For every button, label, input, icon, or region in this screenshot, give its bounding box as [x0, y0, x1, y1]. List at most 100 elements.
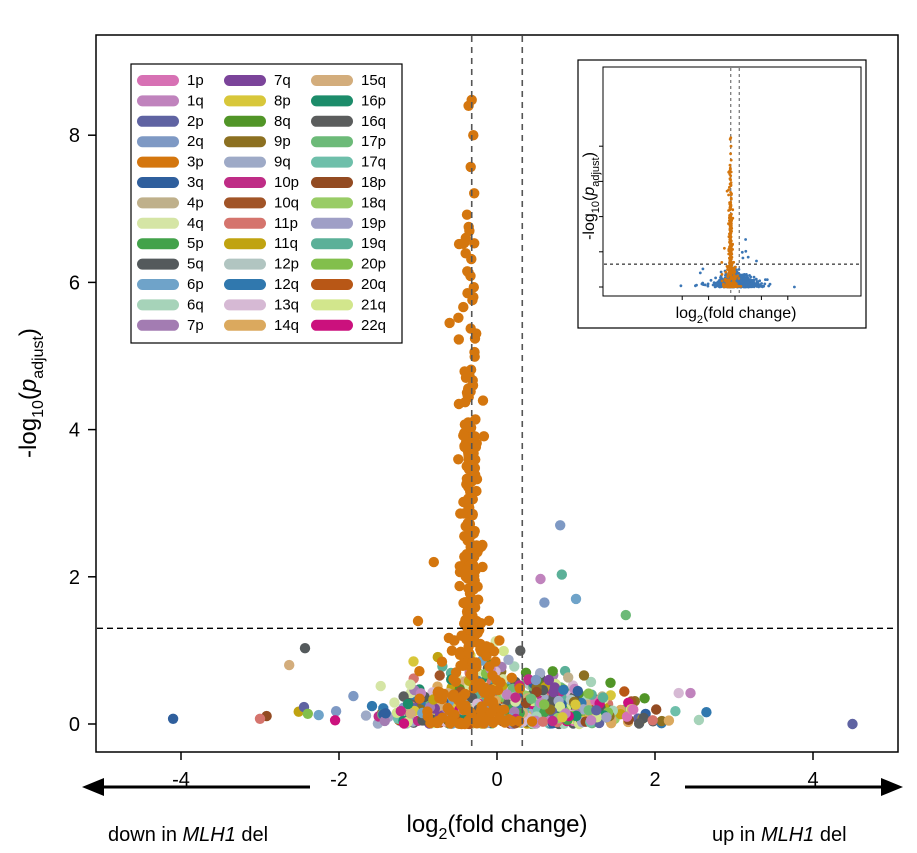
inset-point: [729, 183, 733, 187]
inset-point: [732, 282, 736, 286]
legend-swatch-3q: [137, 177, 179, 188]
inset-x-title-rest: (fold change): [703, 305, 796, 322]
legend-items: 1p 1q 2p 2q 3p 3q 4p 4q 5p 5q 6p 6q 7p 7q 8p 8q 9p 9q 10p 1…: [137, 72, 386, 334]
inset-point: [706, 284, 710, 288]
x-tick-label: 2: [649, 769, 660, 791]
inset-point: [741, 280, 745, 284]
point-3p: [461, 387, 473, 398]
legend-swatch-17q: [311, 156, 353, 168]
legend: 1p 1q 2p 2q 3p 3q 4p 4q 5p 5q 6p 6q 7p 7q 8p 8q 9p 9q 10p 1…: [130, 63, 403, 344]
inset-point: [732, 267, 735, 271]
point-3p: [487, 717, 499, 728]
point-17p: [526, 693, 537, 704]
inset-point: [741, 256, 745, 260]
inset-point: [729, 197, 733, 201]
inset-y-title-close: ): [581, 152, 598, 157]
legend-swatch-10q: [224, 197, 266, 209]
inset-point: [746, 255, 750, 259]
point-17p: [583, 705, 594, 716]
legend-swatch-20p: [311, 258, 353, 270]
point-3p: [442, 702, 453, 714]
point-7p: [379, 715, 390, 727]
inset-point: [727, 264, 731, 268]
legend-label-12q: 12q: [274, 276, 299, 293]
legend-label-22q: 22q: [361, 317, 386, 334]
point-3p: [481, 651, 492, 662]
inset-point: [793, 285, 796, 289]
legend-label-10p: 10p: [274, 174, 299, 191]
inset-point: [735, 284, 739, 288]
point-3p: [453, 238, 465, 250]
inset-point: [729, 181, 733, 185]
inset-frame-outer: [577, 59, 867, 329]
legend-label-21q: 21q: [361, 296, 386, 313]
point-21q: [554, 701, 566, 712]
point-3p: [432, 687, 443, 698]
down-arrow-label: down in MLH1 del: [108, 824, 268, 846]
inset-point: [711, 283, 715, 287]
legend-swatch-18q: [311, 197, 353, 209]
y-axis-title-close: ): [15, 328, 42, 336]
point-3p: [467, 657, 478, 668]
legend-label-14q: 14q: [274, 317, 299, 334]
point-3p: [462, 518, 473, 529]
inset-point: [729, 273, 732, 277]
legend-swatch-2p: [137, 115, 179, 127]
point-15q: [405, 708, 416, 719]
point-3p: [472, 581, 483, 592]
inset-point: [720, 273, 724, 276]
inset-point: [731, 208, 735, 212]
inset-point: [727, 170, 731, 174]
inset-point: [728, 177, 732, 181]
point-19q: [597, 692, 609, 703]
point-8p: [570, 699, 581, 710]
point-4q: [405, 679, 416, 690]
down-arrow-annotation: down in MLH1 del: [82, 778, 310, 846]
inset-point: [728, 201, 731, 205]
point-6p: [313, 709, 324, 721]
inset-point: [718, 285, 721, 289]
point-3p: [494, 635, 505, 646]
legend-label-3p: 3p: [187, 154, 204, 171]
point-3p: [444, 317, 455, 329]
point-3p: [455, 699, 467, 711]
legend-swatch-14q: [224, 319, 266, 331]
inset-point: [727, 235, 731, 239]
legend-swatch-11q: [224, 238, 266, 250]
legend-swatch-16p: [311, 95, 353, 107]
legend-swatch-20q: [311, 279, 353, 290]
point-5q: [299, 643, 311, 654]
point-3p: [465, 461, 477, 472]
inset-point: [729, 167, 732, 171]
inset-point: [728, 285, 731, 289]
legend-swatch-3p: [137, 156, 179, 168]
legend-swatch-4p: [137, 197, 179, 209]
y-tick-label: 6: [69, 272, 80, 294]
inset-point: [715, 283, 718, 286]
legend-label-8q: 8q: [274, 113, 291, 130]
inset-point: [723, 278, 727, 281]
legend-swatch-5q: [137, 258, 179, 270]
point-9q: [360, 710, 372, 721]
inset-point: [729, 174, 733, 178]
y-tick-label: 2: [69, 567, 80, 589]
point-10p: [547, 715, 558, 727]
point-20p: [302, 708, 313, 719]
point-3p: [461, 422, 472, 433]
point-3p: [459, 441, 470, 453]
inset-point: [748, 278, 752, 282]
y-axis-title-psub: adjust: [30, 336, 47, 379]
inset-point: [739, 279, 743, 283]
legend-swatch-11p: [224, 217, 266, 229]
legend-swatch-6q: [137, 299, 179, 311]
inset-point: [729, 203, 733, 207]
point-2q: [330, 706, 342, 717]
inset-point: [730, 276, 734, 280]
legend-swatch-18p: [311, 177, 353, 188]
point-9p: [578, 670, 590, 681]
point-2q: [539, 597, 550, 608]
legend-swatch-5p: [137, 238, 179, 250]
inset-point: [752, 275, 756, 279]
point-3p: [465, 323, 476, 334]
point-3p: [433, 715, 444, 726]
